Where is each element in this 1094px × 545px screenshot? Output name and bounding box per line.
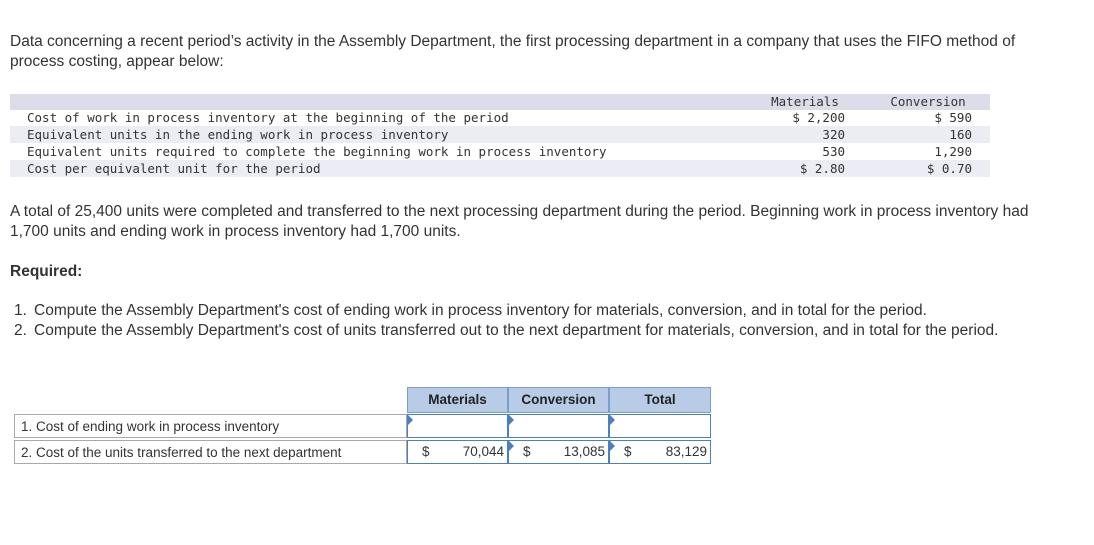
transferred-conversion-input[interactable]: $ 13,085 xyxy=(508,440,609,464)
requirement-item: 2. Compute the Assembly Department's cos… xyxy=(14,321,1074,341)
input-marker-icon xyxy=(610,415,615,425)
requirement-text: Compute the Assembly Department's cost o… xyxy=(34,322,999,339)
materials-value: 530 xyxy=(822,144,845,159)
header-materials: Materials xyxy=(771,94,839,109)
input-marker-icon xyxy=(509,415,514,425)
header-conversion: Conversion xyxy=(890,94,966,109)
row-label: Cost per equivalent unit for the period xyxy=(27,161,321,176)
row-label: Equivalent units in the ending work in p… xyxy=(27,127,449,142)
ending-wip-conversion-input[interactable] xyxy=(508,414,609,438)
currency-symbol: $ xyxy=(523,444,531,459)
materials-value: $ 2.80 xyxy=(799,161,845,176)
data-table-header: Materials Conversion xyxy=(10,94,990,110)
currency-symbol: $ xyxy=(422,444,430,459)
cost-data-table: Materials Conversion Cost of work in pro… xyxy=(10,94,990,177)
problem-paragraph: A total of 25,400 units were completed a… xyxy=(10,203,1029,240)
row-label: Cost of work in process inventory at the… xyxy=(27,110,509,125)
conversion-value: 1,290 xyxy=(934,144,972,159)
input-value: 83,129 xyxy=(665,444,707,459)
data-row: Cost of work in process inventory at the… xyxy=(10,109,990,126)
transferred-total-input[interactable]: $ 83,129 xyxy=(609,440,711,464)
answer-header-conversion: Conversion xyxy=(508,387,609,413)
ending-wip-materials-input[interactable] xyxy=(407,414,508,438)
conversion-value: $ 590 xyxy=(934,110,972,125)
ending-wip-total-input[interactable] xyxy=(609,414,711,438)
requirement-text: Compute the Assembly Department's cost o… xyxy=(34,302,927,319)
transferred-materials-input[interactable]: $ 70,044 xyxy=(407,440,508,464)
requirements-list: 1. Compute the Assembly Department's cos… xyxy=(14,301,1074,341)
input-marker-icon xyxy=(509,441,514,451)
requirement-number: 2. xyxy=(14,322,27,339)
data-row: Equivalent units in the ending work in p… xyxy=(10,126,990,143)
materials-value: $ 2,200 xyxy=(792,110,845,125)
conversion-value: $ 0.70 xyxy=(926,161,972,176)
requirement-item: 1. Compute the Assembly Department's cos… xyxy=(14,301,1074,321)
input-value: 13,085 xyxy=(563,444,605,459)
input-marker-icon xyxy=(408,415,413,425)
answer-header-total: Total xyxy=(609,387,711,413)
requirement-number: 1. xyxy=(14,302,27,319)
intro-text: Data concerning a recent period’s activi… xyxy=(10,33,1016,70)
materials-value: 320 xyxy=(822,127,845,142)
input-marker-icon xyxy=(610,441,615,451)
input-value: 70,044 xyxy=(462,444,504,459)
required-heading: Required: xyxy=(10,263,83,280)
answer-row-label: 2. Cost of the units transferred to the … xyxy=(14,440,407,464)
data-row: Equivalent units required to complete th… xyxy=(10,143,990,160)
answer-row-label: 1. Cost of ending work in process invent… xyxy=(14,414,407,438)
conversion-value: 160 xyxy=(949,127,972,142)
currency-symbol: $ xyxy=(624,444,632,459)
answer-header-materials: Materials xyxy=(407,387,508,413)
row-label: Equivalent units required to complete th… xyxy=(27,144,607,159)
data-row: Cost per equivalent unit for the period … xyxy=(10,160,990,177)
